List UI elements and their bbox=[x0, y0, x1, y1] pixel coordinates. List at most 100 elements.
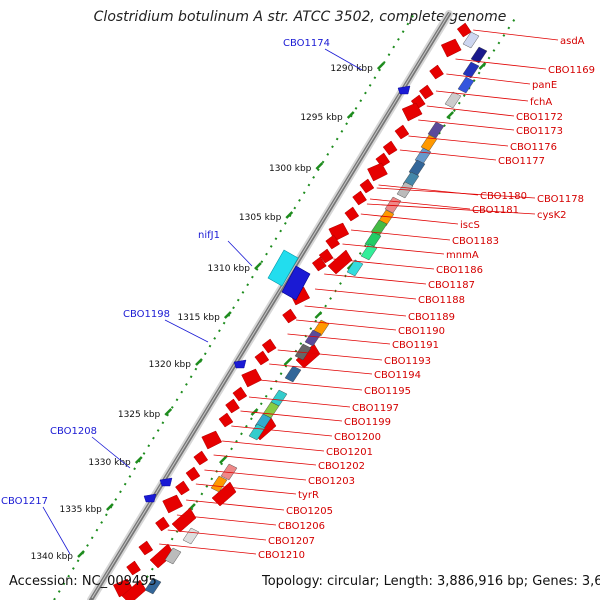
reverse-gene-label: asdA bbox=[560, 36, 585, 47]
leader-line bbox=[195, 483, 297, 495]
leader-line bbox=[240, 410, 343, 422]
feature-box bbox=[462, 61, 480, 79]
tick-mark bbox=[376, 62, 385, 70]
leader-line bbox=[91, 436, 131, 469]
reverse-gene-label: CBO1180 bbox=[480, 191, 527, 202]
map-title: Clostridium botulinum A str. ATCC 3502, … bbox=[93, 9, 507, 25]
forward-gene-arrow bbox=[159, 477, 173, 487]
tick-labels: 1290 kbp 1295 kbp 1300 kbp 1305 kbp 1310 kbp… bbox=[31, 64, 373, 562]
reverse-gene-arrow bbox=[418, 84, 434, 100]
leader-line bbox=[204, 469, 307, 481]
tick-label: 1290 kbp bbox=[330, 64, 373, 74]
reverse-gene-label: CBO1176 bbox=[510, 142, 557, 153]
reverse-gene-label: CBO1178 bbox=[537, 194, 584, 205]
reverse-gene-label: CBO1199 bbox=[344, 417, 391, 428]
tick-mark bbox=[446, 111, 455, 119]
feature-box bbox=[164, 547, 182, 565]
reverse-gene-arrow bbox=[185, 466, 201, 482]
reverse-gene-arrow bbox=[138, 540, 154, 556]
leader-line bbox=[42, 506, 71, 555]
reverse-gene-arrow bbox=[327, 249, 353, 275]
leader-line bbox=[287, 333, 391, 345]
reverse-gene-arrow bbox=[325, 234, 341, 250]
leader-line bbox=[277, 349, 383, 361]
tick-label: 1300 kbp bbox=[269, 164, 312, 174]
reverse-gene-arrow bbox=[429, 64, 444, 80]
leader-line bbox=[378, 184, 479, 196]
reverse-gene-label: panE bbox=[532, 80, 557, 91]
reverse-gene-arrow bbox=[344, 206, 360, 222]
leader-line bbox=[213, 454, 317, 466]
leader-line bbox=[314, 288, 417, 300]
reverse-gene-label: CBO1191 bbox=[392, 340, 439, 351]
tick-mark bbox=[223, 311, 232, 319]
forward-gene-arrow bbox=[233, 359, 247, 369]
tick-label: 1325 kbp bbox=[118, 410, 161, 420]
reverse-gene-arrow bbox=[401, 102, 423, 122]
forward-gene-label: CBO1174 bbox=[283, 38, 330, 49]
reverse-gene-label: tyrR bbox=[298, 490, 319, 501]
reverse-gene-arrow bbox=[201, 430, 223, 450]
reverse-gene-label: CBO1177 bbox=[498, 156, 545, 167]
leader-line bbox=[167, 529, 267, 541]
forward-gene-label: CBO1217 bbox=[1, 496, 48, 507]
reverse-gene-label: CBO1173 bbox=[516, 126, 563, 137]
tick-guides bbox=[53, 13, 519, 600]
reverse-gene-label: CBO1188 bbox=[418, 295, 465, 306]
reverse-gene-arrow bbox=[162, 494, 183, 514]
reverse-gene-label: CBO1193 bbox=[384, 356, 431, 367]
tick-mark bbox=[478, 62, 487, 70]
reverse-gene-arrow bbox=[311, 256, 327, 272]
tick-mark bbox=[195, 358, 203, 366]
leader-line bbox=[351, 229, 451, 241]
reverse-gene-arrow bbox=[394, 124, 410, 140]
leader-line bbox=[426, 105, 515, 117]
feature-box bbox=[462, 31, 480, 49]
leader-line bbox=[269, 363, 373, 375]
reverse-gene-arrow bbox=[218, 412, 234, 428]
feature-box bbox=[284, 365, 302, 383]
feature-box bbox=[444, 91, 462, 109]
reverse-gene-label: CBO1197 bbox=[352, 403, 399, 414]
forward-gene-labels: CBO1174 nifJ1 CBO1198 CBO1208 CBO1217 bbox=[1, 38, 363, 555]
reverse-gene-arrow bbox=[261, 338, 277, 354]
tick-label: 1295 kbp bbox=[300, 113, 343, 123]
reverse-gene-arrow bbox=[359, 178, 375, 194]
reverse-gene-label: CBO1203 bbox=[308, 476, 355, 487]
forward-strand-genes bbox=[143, 85, 411, 503]
reverse-gene-label: CBO1183 bbox=[452, 236, 499, 247]
feature-box bbox=[360, 243, 378, 261]
forward-gene-label: CBO1208 bbox=[50, 426, 97, 437]
forward-gene-label: CBO1198 bbox=[123, 309, 170, 320]
feature-box bbox=[427, 121, 445, 139]
reverse-gene-arrow bbox=[241, 368, 262, 388]
tick-mark bbox=[346, 111, 355, 119]
feature-box bbox=[182, 527, 200, 545]
reverse-gene-arrow bbox=[282, 308, 297, 324]
reverse-gene-label: CBO1200 bbox=[334, 432, 381, 443]
reverse-gene-arrow bbox=[225, 398, 240, 414]
reverse-gene-arrow bbox=[367, 162, 388, 182]
reverse-gene-label: CBO1202 bbox=[318, 461, 365, 472]
tick-label: 1320 kbp bbox=[149, 360, 192, 370]
forward-gene-arrow bbox=[143, 493, 157, 503]
reverse-gene-label: mnmA bbox=[446, 250, 479, 261]
feature-box bbox=[281, 265, 311, 301]
tick-label: 1315 kbp bbox=[177, 313, 220, 323]
reverse-gene-arrow bbox=[175, 480, 190, 496]
reverse-gene-label: CBO1186 bbox=[436, 265, 483, 276]
leader-line bbox=[159, 543, 257, 555]
reverse-gene-label: iscS bbox=[460, 220, 480, 231]
tick-mark bbox=[219, 456, 227, 464]
accession-label: Accession: NC_009495 bbox=[9, 574, 157, 589]
feature-box bbox=[294, 343, 312, 361]
leader-line bbox=[222, 440, 325, 452]
leader-line bbox=[360, 213, 459, 225]
reverse-gene-label: CBO1206 bbox=[278, 521, 325, 532]
feature-box bbox=[304, 329, 322, 347]
leader-line bbox=[418, 119, 515, 131]
leader-line bbox=[227, 240, 253, 267]
reverse-gene-label: cysK2 bbox=[537, 210, 567, 221]
tick-label: 1305 kbp bbox=[239, 213, 282, 223]
